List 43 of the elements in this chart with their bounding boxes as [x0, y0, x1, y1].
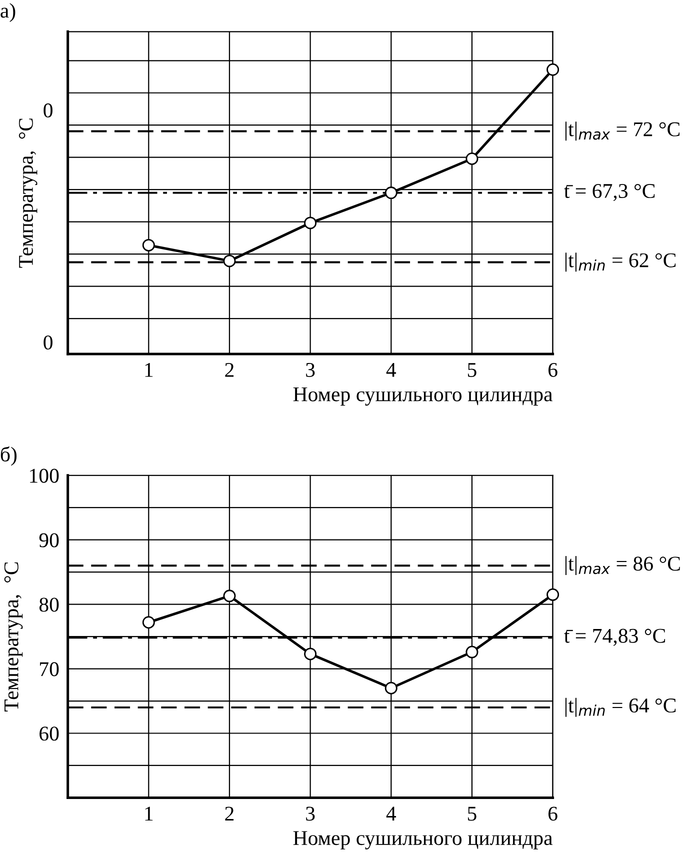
- x-tick-label: 1: [145, 806, 153, 821]
- x-tick-label: 6: [548, 362, 558, 377]
- x-axis-title: Номер сушильного цилиндра: [293, 831, 553, 850]
- x-tick-label: 4: [386, 363, 396, 377]
- point: [466, 152, 478, 165]
- x-tick-label: 3: [306, 806, 315, 821]
- point: [546, 588, 560, 601]
- point: [142, 616, 155, 629]
- chart-title: б): [0, 446, 17, 466]
- point: [384, 682, 398, 694]
- x-tick-label: 5: [468, 806, 476, 821]
- ref-line-label: |t|$_{min}$ = 64 °C: [565, 698, 676, 717]
- point: [223, 254, 236, 268]
- x-axis-title: Номер сушильного цилиндра: [293, 388, 553, 406]
- point: [142, 238, 155, 252]
- x-tick-label: 1: [145, 363, 153, 377]
- point: [304, 216, 317, 230]
- x-tick-label: 2: [225, 806, 234, 821]
- y-axis-title: Температура, °C: [4, 562, 23, 712]
- point: [546, 63, 560, 76]
- x-tick-label: 4: [386, 806, 396, 821]
- point: [223, 590, 236, 602]
- chart-title: а): [0, 3, 16, 22]
- ref-line-label: t̄ = 74,83 °C: [564, 628, 666, 646]
- x-tick-label: 3: [306, 362, 315, 377]
- y-axis-title: Температура, °C: [18, 118, 38, 268]
- text: 0: [44, 103, 52, 118]
- x-tick-label: 5: [468, 363, 476, 377]
- x-tick-label: 6: [548, 806, 558, 821]
- ref-line-label: |t|$_{max}$ = 86 °C: [565, 556, 680, 575]
- ref-line-label: |t|$_{min}$ = 62 °C: [565, 252, 676, 272]
- point: [304, 648, 317, 660]
- x-tick-label: 2: [225, 362, 234, 377]
- point: [466, 646, 478, 658]
- y-tick-label: 60: [40, 726, 59, 741]
- y-tick-label: 70: [40, 662, 59, 676]
- text: 0: [44, 335, 52, 350]
- ref-line-label: |t|$_{max}$ = 72 °C: [565, 122, 680, 141]
- y-tick-label: 90: [39, 533, 59, 548]
- y-tick-label: 80: [39, 598, 59, 612]
- y-tick-label: 100: [30, 468, 59, 483]
- ref-line-label: t̄ = 67,3 °C: [564, 184, 655, 202]
- point: [384, 186, 398, 200]
